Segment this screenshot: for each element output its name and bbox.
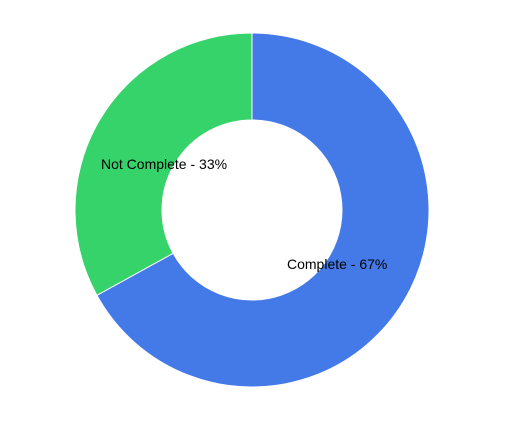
slice-label-complete: Complete - 67% xyxy=(287,256,387,272)
slice-label-not-complete: Not Complete - 33% xyxy=(101,156,227,172)
chart-slices xyxy=(74,32,430,388)
donut-slice-complete[interactable] xyxy=(96,32,430,388)
donut-slice-not-complete[interactable] xyxy=(74,32,253,296)
chart-labels: Complete - 67% Not Complete - 33% xyxy=(101,156,387,272)
